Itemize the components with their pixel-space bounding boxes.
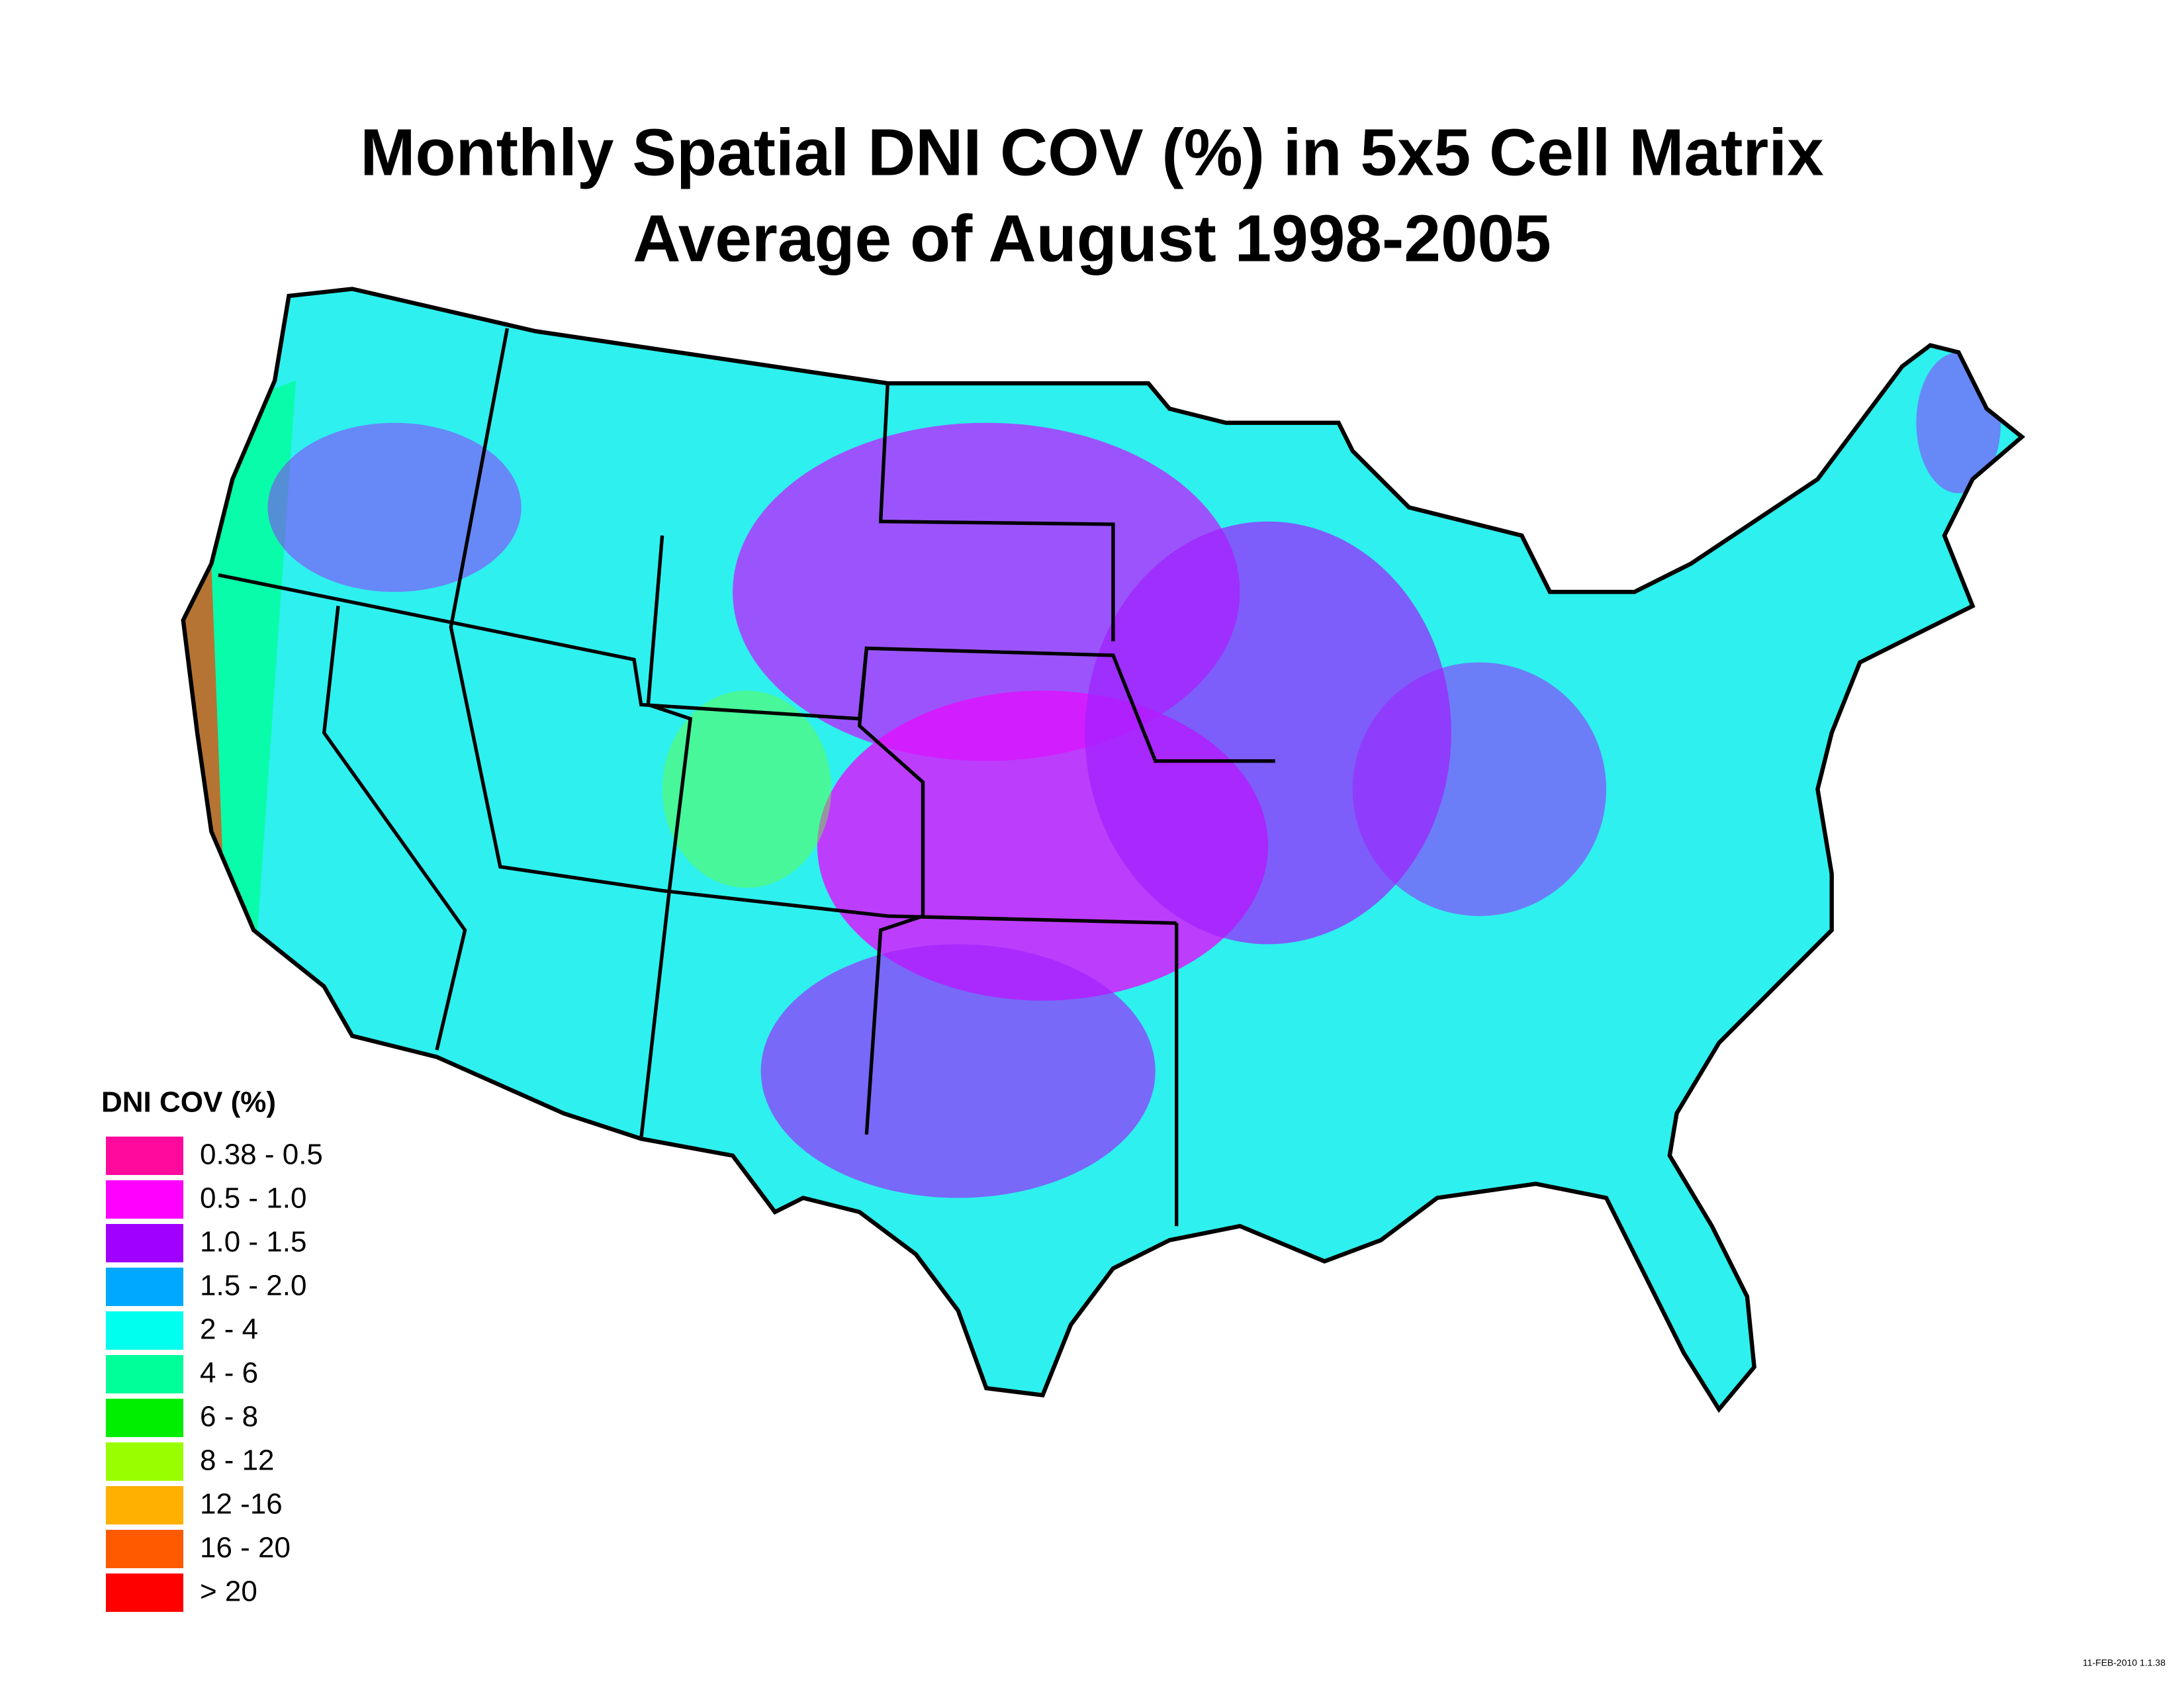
legend-swatch — [106, 1573, 183, 1612]
legend-swatch — [106, 1355, 183, 1393]
us-map — [181, 287, 2026, 1413]
legend-swatch — [106, 1180, 183, 1219]
legend-swatch — [106, 1268, 183, 1306]
legend-label: 0.38 - 0.5 — [200, 1139, 323, 1171]
region — [760, 944, 1156, 1198]
legend-label: 12 -16 — [200, 1488, 283, 1521]
legend: 0.38 - 0.5 0.5 - 1.0 1.0 - 1.5 1.5 - 2.0 2 -… — [106, 1137, 323, 1612]
legend-label: 1.0 - 1.5 — [200, 1226, 306, 1258]
timestamp: 11-FEB-2010 1.1.38 — [2083, 1658, 2165, 1668]
legend-swatch — [106, 1137, 183, 1175]
state-borders — [218, 328, 1275, 1227]
legend-label: 8 - 12 — [200, 1444, 275, 1477]
region — [267, 422, 522, 592]
legend-label: 16 - 20 — [200, 1532, 291, 1564]
legend-swatch — [106, 1224, 183, 1262]
legend-label: 4 - 6 — [200, 1357, 258, 1389]
legend-swatch — [106, 1399, 183, 1437]
legend-label: 0.5 - 1.0 — [200, 1182, 306, 1215]
us-outline — [181, 287, 2026, 1413]
region — [1916, 352, 2001, 494]
region — [662, 690, 832, 888]
legend-swatch — [106, 1530, 183, 1568]
legend-label: 2 - 4 — [200, 1313, 258, 1346]
legend-swatch — [106, 1311, 183, 1350]
legend-label: > 20 — [200, 1575, 257, 1608]
region — [1085, 521, 1451, 945]
region — [1352, 662, 1607, 916]
legend-swatch — [106, 1442, 183, 1481]
legend-label: 1.5 - 2.0 — [200, 1270, 306, 1302]
title: Monthly Spatial DNI COV (%) in 5x5 Cell … — [360, 115, 1823, 189]
legend-label: 6 - 8 — [200, 1401, 258, 1433]
legend-swatch — [106, 1486, 183, 1524]
subtitle: Average of August 1998-2005 — [633, 201, 1551, 275]
legend-title: DNI COV (%) — [101, 1086, 276, 1119]
